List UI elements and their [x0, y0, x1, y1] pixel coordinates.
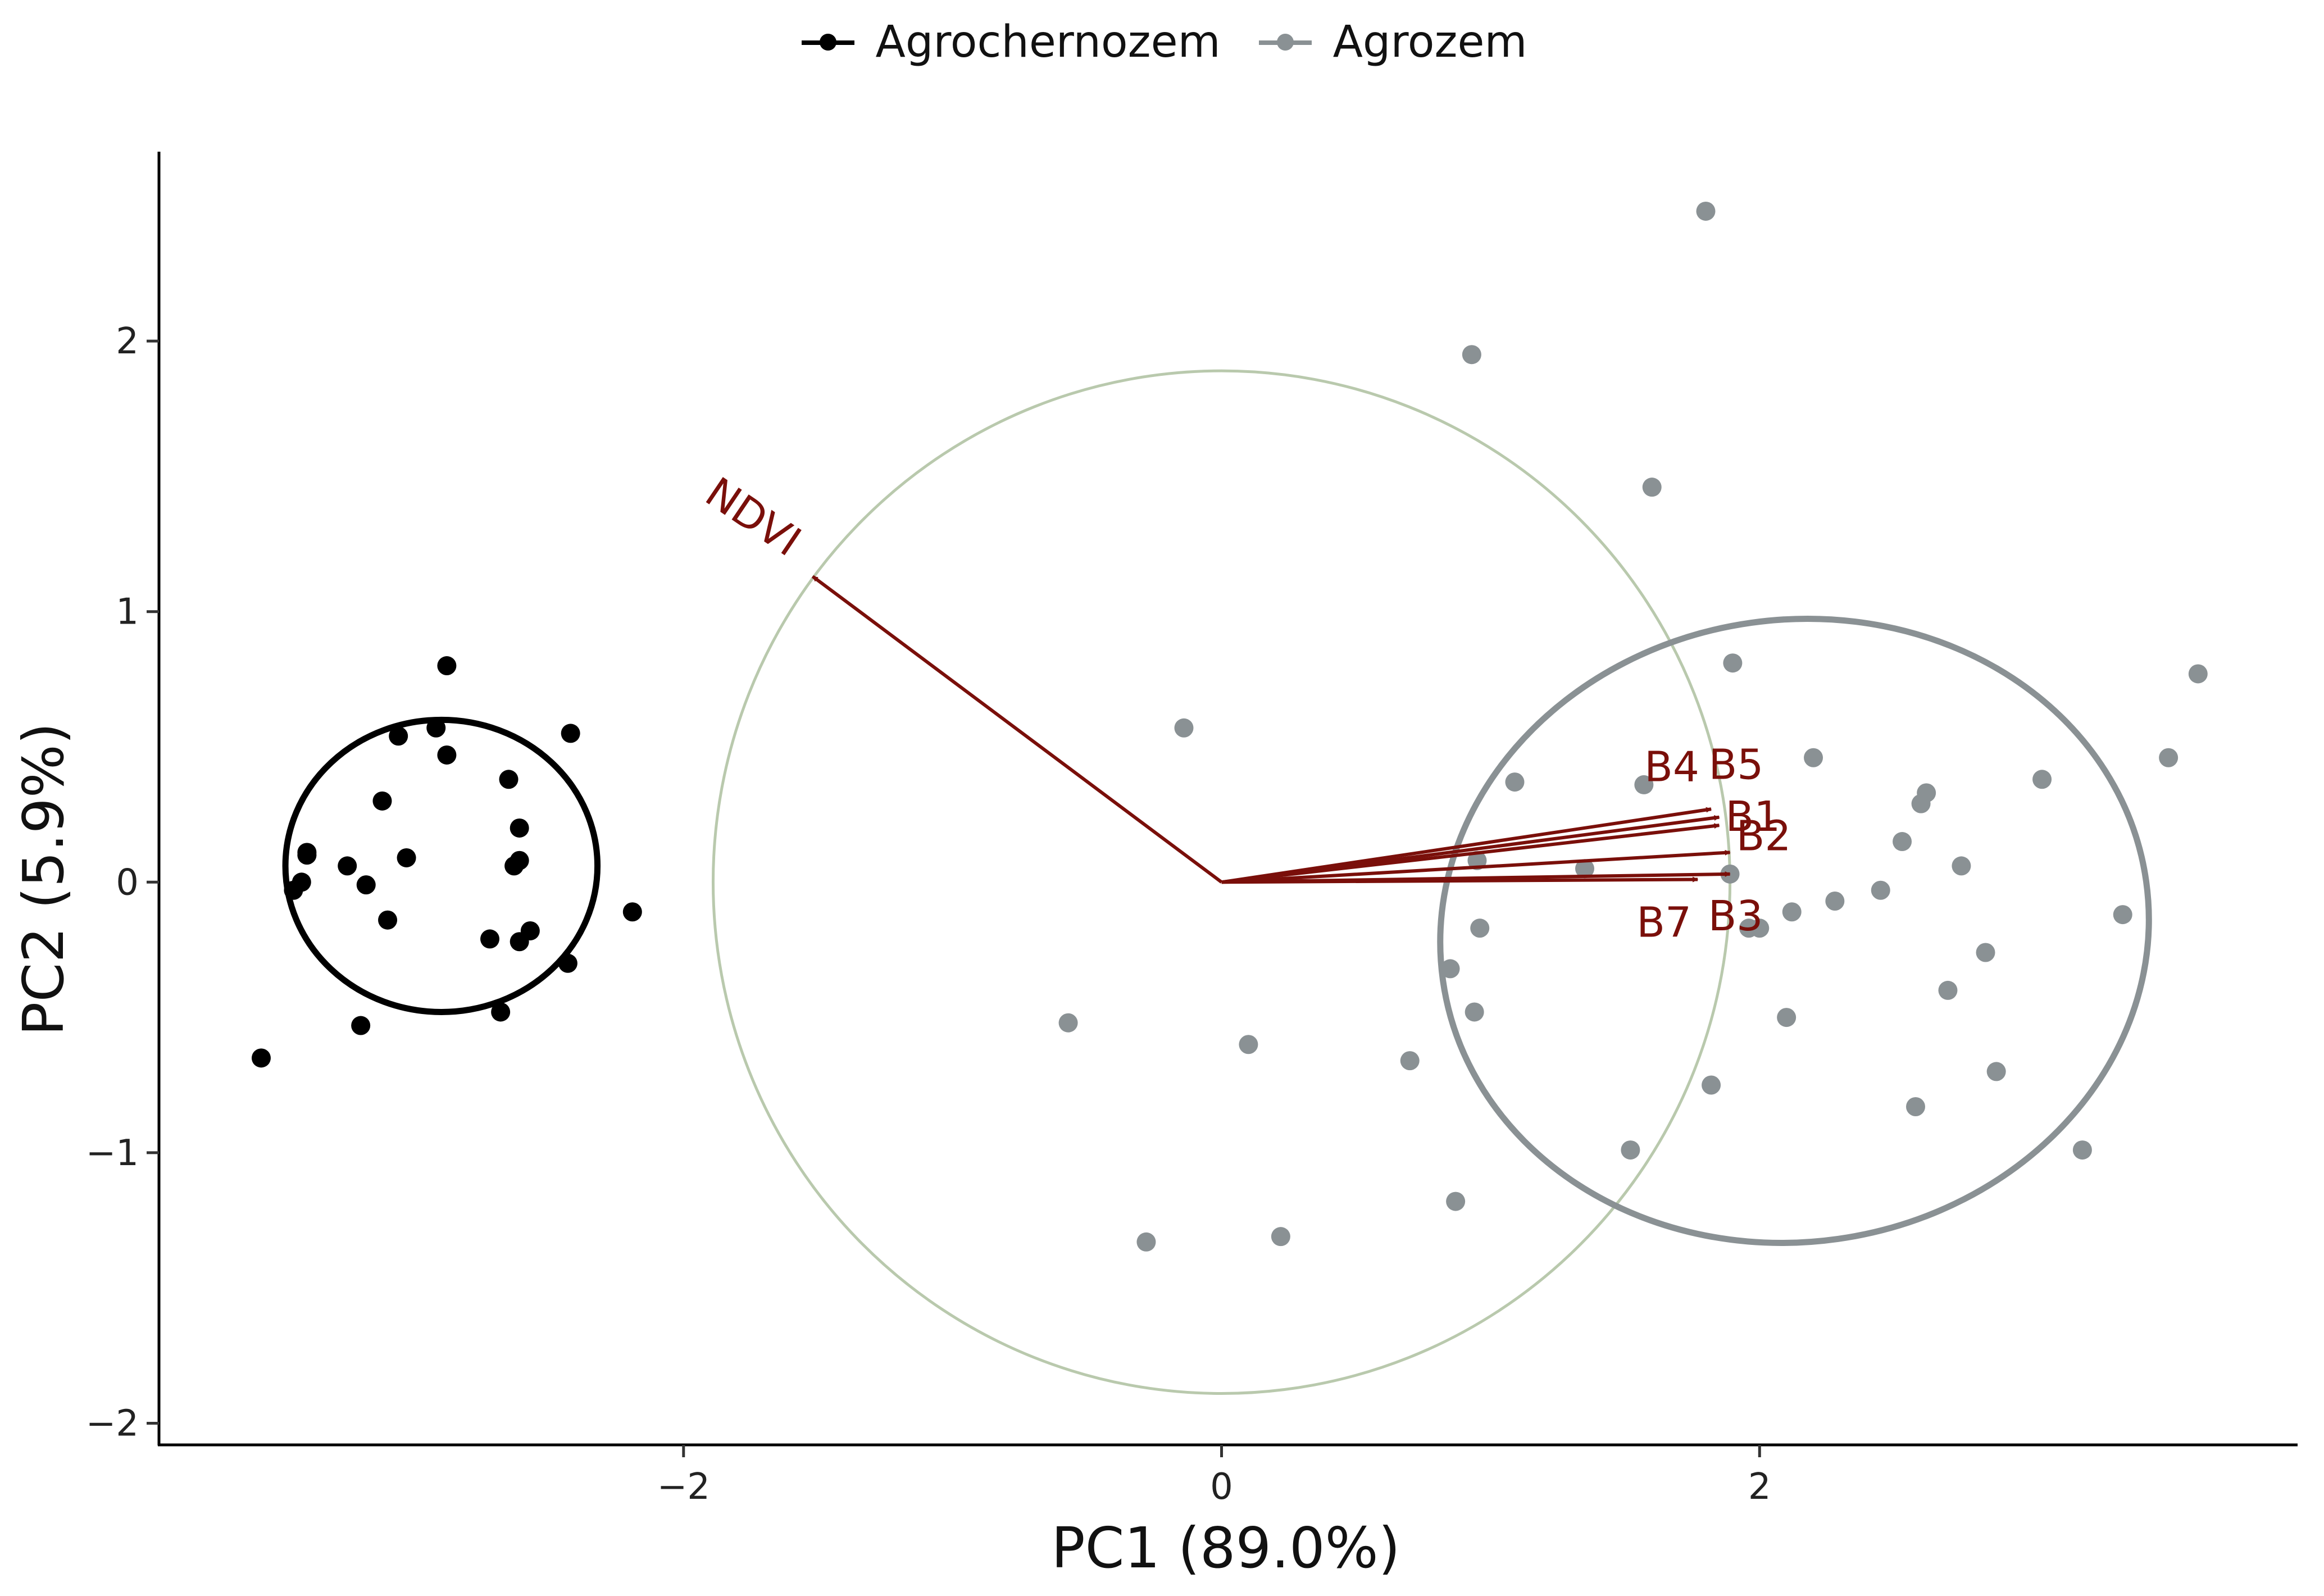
point-agrozem: [1893, 832, 1912, 852]
point-agrozem: [1906, 1097, 1926, 1117]
point-agrozem: [1440, 959, 1460, 979]
point-agrozem: [1239, 1035, 1258, 1054]
y-tick-label: 1: [116, 592, 139, 633]
loading-label-b2: B2: [1736, 812, 1791, 860]
x-tick-label: −2: [657, 1466, 710, 1508]
point-agrozem: [1174, 718, 1194, 738]
loading-label-b1: B1: [1726, 793, 1781, 841]
point-agrozem: [1804, 748, 1823, 767]
loading-arrow-b1: [1221, 823, 1720, 884]
loading-label-b5: B5: [1709, 741, 1764, 789]
point-agrozem: [1058, 1013, 1078, 1033]
point-agrochernozem: [558, 953, 577, 973]
point-agrochernozem: [510, 851, 529, 870]
x-tick-label: 0: [1210, 1466, 1233, 1508]
point-agrozem: [1952, 856, 1971, 876]
point-agrochernozem: [389, 726, 408, 746]
legend: Agrochernozem Agrozem: [0, 17, 2324, 67]
point-agrochernozem: [292, 872, 311, 892]
point-agrochernozem: [338, 856, 357, 876]
point-agrochernozem: [397, 848, 416, 867]
point-agrozem: [1782, 902, 1802, 922]
point-agrozem: [1825, 892, 1845, 911]
point-agrochernozem: [297, 843, 317, 862]
point-agrozem: [1634, 775, 1654, 794]
point-agrochernozem: [510, 818, 529, 838]
legend-key-agrozem: [1254, 31, 1316, 53]
loading-arrow-b7: [1221, 876, 1699, 884]
point-agrochernozem: [480, 929, 500, 949]
loading-label-ndvi: NDVI: [697, 468, 809, 566]
point-agrochernozem: [499, 770, 519, 789]
point-agrozem: [1696, 201, 1716, 221]
point-agrozem: [1136, 1232, 1156, 1252]
legend-item-agrozem[interactable]: Agrozem: [1254, 17, 1527, 67]
legend-key-agrochernozem: [797, 31, 859, 53]
y-tick-label: 0: [116, 862, 139, 903]
legend-label-agrochernozem: Agrochernozem: [875, 17, 1221, 67]
point-agrozem: [2159, 748, 2179, 767]
point-agrozem: [1986, 1062, 2006, 1081]
point-agrozem: [2113, 905, 2132, 925]
loading-label-b3: B3: [1708, 892, 1763, 940]
point-agrozem: [1505, 772, 1525, 792]
point-agrochernozem: [437, 745, 457, 765]
point-agrozem: [1465, 1002, 1484, 1022]
point-agrochernozem: [351, 1016, 371, 1035]
y-tick-label: −2: [86, 1403, 139, 1444]
point-agrochernozem: [372, 791, 392, 811]
y-axis-title: PC2 (5.9%): [11, 722, 76, 1036]
point-agrozem: [1642, 478, 1662, 497]
ellipse-agrozem: [1437, 616, 2152, 1246]
x-axis-title: PC1 (89.0%): [1051, 1515, 1400, 1581]
point-agrozem: [1621, 1140, 1640, 1160]
point-agrozem: [1871, 880, 1890, 900]
point-agrozem: [1470, 919, 1490, 938]
legend-label-agrozem: Agrozem: [1332, 17, 1527, 67]
point-agrozem: [1271, 1227, 1290, 1247]
loading-arrow-ndvi: [811, 575, 1223, 884]
loading-label-b4: B4: [1644, 743, 1699, 791]
point-agrozem: [1911, 794, 1931, 813]
point-agrochernozem: [520, 921, 540, 940]
loading-arrow-b2: [1221, 849, 1731, 884]
point-agrozem: [1446, 1192, 1466, 1211]
point-agrochernozem: [251, 1048, 271, 1068]
point-agrochernozem: [622, 902, 642, 922]
point-agrozem: [1462, 345, 1481, 365]
point-agrozem: [1575, 859, 1594, 879]
x-tick-label: 2: [1748, 1466, 1771, 1508]
point-agrochernozem: [561, 724, 580, 743]
y-tick-label: 2: [116, 321, 139, 362]
point-agrozem: [2188, 664, 2208, 684]
point-agrochernozem: [426, 718, 446, 738]
loading-label-b7: B7: [1636, 898, 1691, 947]
point-agrozem: [1777, 1008, 1797, 1027]
point-agrochernozem: [491, 1002, 511, 1022]
point-agrozem: [2072, 1140, 2092, 1160]
ellipse-agrochernozem: [282, 716, 601, 1015]
point-agrozem: [2032, 770, 2052, 789]
point-agrozem: [1723, 653, 1743, 673]
point-agrozem: [1702, 1075, 1721, 1095]
point-agrozem: [1400, 1051, 1420, 1071]
point-agrozem: [1938, 980, 1958, 1000]
point-agrozem: [1750, 919, 1770, 938]
legend-item-agrochernozem[interactable]: Agrochernozem: [797, 17, 1221, 67]
point-agrochernozem: [356, 875, 376, 895]
y-tick-label: −1: [86, 1133, 139, 1174]
point-agrochernozem: [437, 656, 457, 676]
point-agrozem: [1976, 943, 1995, 962]
point-agrochernozem: [378, 910, 398, 930]
